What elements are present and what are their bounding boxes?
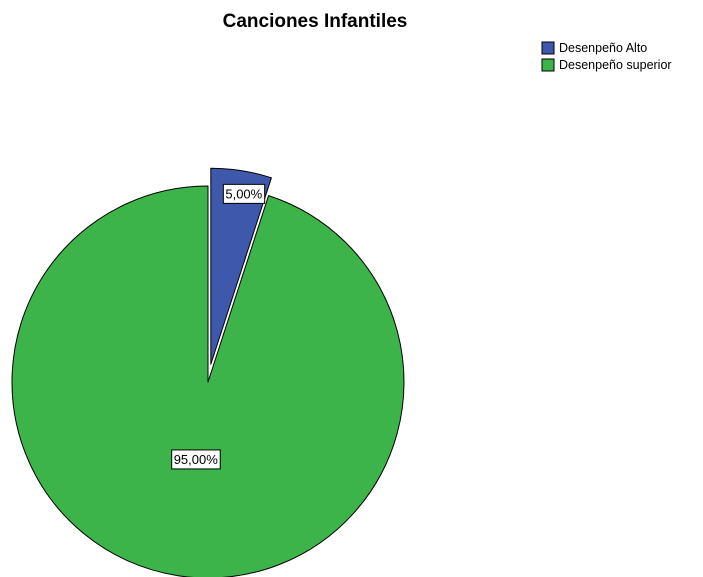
legend: Desenpeño Alto Desenpeño superior xyxy=(541,41,672,72)
data-label-desempeno-superior-text: 95,00% xyxy=(174,452,219,467)
legend-label-desempeno-alto: Desenpeño Alto xyxy=(559,41,647,55)
data-label-desempeno-alto-text: 5,00% xyxy=(225,186,262,201)
pie-slice-desempeno-superior xyxy=(11,185,405,577)
data-label-desempeno-alto-box xyxy=(222,183,266,204)
pie-data-labels: 5,00% 95,00% xyxy=(171,183,266,470)
chart-title: Canciones Infantiles xyxy=(223,11,408,32)
data-label-desempeno-superior-box xyxy=(171,449,221,470)
legend-swatch-desempeno-superior xyxy=(541,58,555,72)
legend-label-desempeno-superior: Desenpeño superior xyxy=(559,58,672,72)
legend-swatch-desempeno-alto xyxy=(541,41,555,55)
data-label-desempeno-superior: 95,00% xyxy=(171,449,221,470)
pie-slices xyxy=(11,167,405,577)
data-label-desempeno-alto: 5,00% xyxy=(222,183,266,204)
pie-slice-desempeno-alto xyxy=(210,167,272,365)
